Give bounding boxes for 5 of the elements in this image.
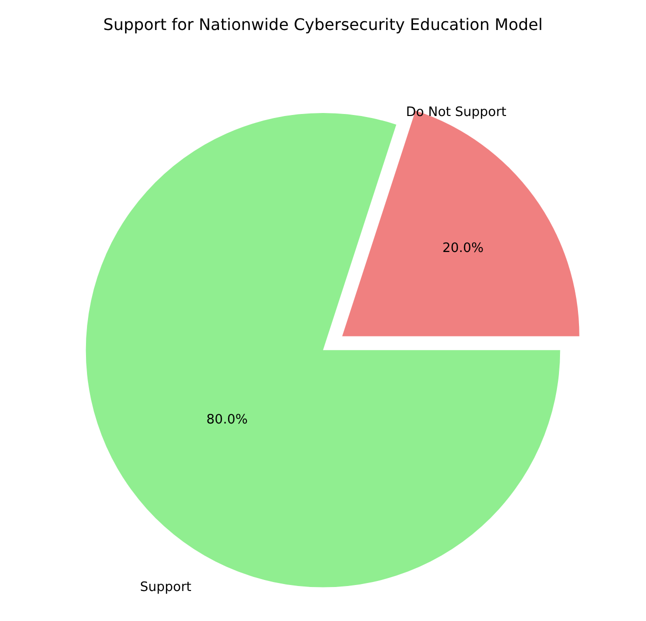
chart-title: Support for Nationwide Cybersecurity Education Model — [103, 14, 543, 34]
data-label: 20.0% — [442, 240, 484, 256]
slice-label: Do Not Support — [406, 105, 506, 120]
data-label: 80.0% — [206, 412, 248, 428]
slice-label: Support — [140, 580, 192, 595]
